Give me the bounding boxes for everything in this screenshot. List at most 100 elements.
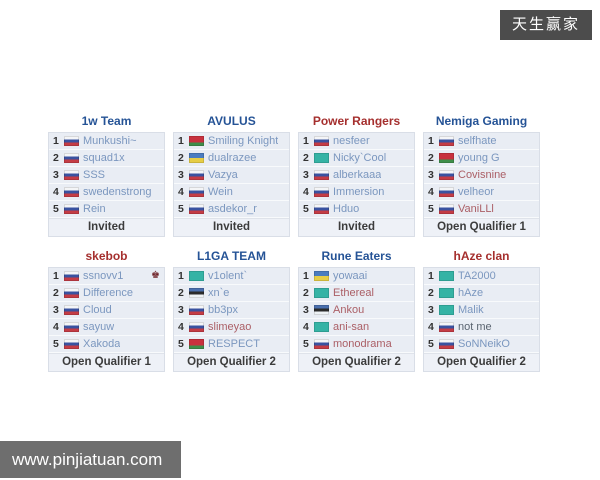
player-number: 3: [53, 169, 59, 181]
player-name-link[interactable]: v1olent`: [208, 270, 248, 282]
player-name-link[interactable]: Hduo: [333, 203, 360, 215]
player-name-link[interactable]: squad1x: [83, 152, 125, 164]
team-name-link[interactable]: skebob: [85, 249, 128, 263]
player-name-link[interactable]: hAze: [458, 287, 484, 299]
player-name-link[interactable]: Xakoda: [83, 338, 121, 350]
player-row: 1 ssnovv1 ♚: [49, 268, 164, 285]
team-name-link[interactable]: Power Rangers: [312, 114, 401, 128]
team-name-link[interactable]: Rune Eaters: [321, 249, 392, 263]
player-row: 2 Nicky`Cool: [299, 150, 414, 167]
player-number: 3: [178, 169, 184, 181]
player-name-link[interactable]: Vazya: [208, 169, 238, 181]
team-card-3: Power Rangers 1 nesfeer 2 Nicky`Cool 3 alberka…: [298, 112, 415, 237]
player-row: 3 Vazya: [174, 167, 289, 184]
ru-flag-icon: [64, 288, 79, 298]
team-card-8: hAze clan 1 TA2000 2 hAze 3 Malik 4 not me 5 SoNNe…: [423, 247, 540, 372]
player-row: 4 swedenstrong: [49, 184, 164, 201]
player-name-link[interactable]: sayuw: [83, 321, 115, 333]
ru-flag-icon: [189, 322, 204, 332]
teams-grid: 1w Team 1 Munkushi~ 2 squad1x 3 SSS 4 swedenstro…: [48, 112, 540, 372]
player-name-link[interactable]: Rein: [83, 203, 106, 215]
player-number: 1: [53, 135, 59, 147]
player-number: 1: [178, 270, 184, 282]
roster-table: 1 yowaai 2 Ethereal 3 Ankou 4 ani-san 5 monodrama…: [298, 267, 415, 372]
team-name-link[interactable]: Nemiga Gaming: [435, 114, 528, 128]
team-name-link[interactable]: 1w Team: [81, 114, 132, 128]
ru-flag-icon: [439, 339, 454, 349]
roster-table: 1 TA2000 2 hAze 3 Malik 4 not me 5 SoNNeikO Open Q…: [423, 267, 540, 372]
player-row: 1 yowaai: [299, 268, 414, 285]
player-name-link[interactable]: RESPECT: [208, 338, 260, 350]
player-number: 5: [53, 338, 59, 350]
player-name-link[interactable]: selfhate: [458, 135, 497, 147]
player-name-link[interactable]: Malik: [458, 304, 484, 316]
player-name-link[interactable]: ani-san: [333, 321, 370, 333]
player-name-link[interactable]: swedenstrong: [83, 186, 152, 198]
player-name-link[interactable]: slimeyao: [208, 321, 252, 333]
player-name-link[interactable]: bb3px: [208, 304, 238, 316]
player-row: 1 nesfeer: [299, 133, 414, 150]
player-name-link[interactable]: Immersion: [333, 186, 385, 198]
ua-flag-icon: [314, 271, 329, 281]
ru-flag-icon: [64, 187, 79, 197]
player-number: 5: [53, 203, 59, 215]
ru-flag-icon: [314, 204, 329, 214]
player-name-link[interactable]: yowaai: [333, 270, 368, 282]
ru-flag-icon: [314, 170, 329, 180]
team-card-1: 1w Team 1 Munkushi~ 2 squad1x 3 SSS 4 swedenstro…: [48, 112, 165, 237]
player-name-link[interactable]: Cloud: [83, 304, 112, 316]
player-name-link[interactable]: dualrazee: [208, 152, 257, 164]
player-name-link[interactable]: TA2000: [458, 270, 496, 282]
team-name-link[interactable]: AVULUS: [207, 114, 256, 128]
qualifier-status: Open Qualifier 1: [424, 218, 539, 236]
player-name-link[interactable]: nesfeer: [333, 135, 370, 147]
player-row: 5 Hduo: [299, 201, 414, 218]
kz-flag-icon: [314, 288, 329, 298]
player-row: 4 Immersion: [299, 184, 414, 201]
player-number: 4: [303, 321, 309, 333]
team-card-7: Rune Eaters 1 yowaai 2 Ethereal 3 Ankou 4 ani-sa…: [298, 247, 415, 372]
player-name-link[interactable]: Ankou: [333, 304, 365, 316]
player-row: 5 Xakoda: [49, 336, 164, 353]
qualifier-status: Invited: [49, 218, 164, 236]
player-name-link[interactable]: VaniLLl: [458, 203, 494, 215]
player-name-link[interactable]: Nicky`Cool: [333, 152, 387, 164]
player-name-link[interactable]: Difference: [83, 287, 133, 299]
player-number: 5: [428, 203, 434, 215]
player-name-link[interactable]: alberkaaa: [333, 169, 382, 181]
player-number: 3: [303, 304, 309, 316]
player-row: 5 asdekor_r: [174, 201, 289, 218]
player-number: 1: [178, 135, 184, 147]
player-number: 4: [178, 321, 184, 333]
roster-table: 1 v1olent` 2 xn`e 3 bb3px 4 slimeyao 5 RESPECT Ope…: [173, 267, 290, 372]
player-row: 1 selfhate: [424, 133, 539, 150]
player-row: 2 squad1x: [49, 150, 164, 167]
player-number: 2: [303, 152, 309, 164]
team-name-link[interactable]: hAze clan: [453, 249, 510, 263]
ru-flag-icon: [64, 305, 79, 315]
player-name-link[interactable]: asdekor_r: [208, 203, 257, 215]
player-name-link[interactable]: Munkushi~: [83, 135, 137, 147]
player-name-link[interactable]: young G: [458, 152, 500, 164]
team-name-link[interactable]: L1GA TEAM: [197, 249, 266, 263]
player-number: 4: [428, 321, 434, 333]
player-name-link[interactable]: ssnovv1: [83, 270, 124, 282]
kz-flag-icon: [314, 322, 329, 332]
player-name-link[interactable]: velheor: [458, 186, 495, 198]
player-name-link[interactable]: SSS: [83, 169, 106, 181]
player-name-link[interactable]: SoNNeikO: [458, 338, 510, 350]
player-number: 3: [428, 304, 434, 316]
kz-flag-icon: [439, 305, 454, 315]
player-name-link[interactable]: monodrama: [333, 338, 392, 350]
kz-flag-icon: [314, 153, 329, 163]
player-name-link[interactable]: Smiling Knight: [208, 135, 279, 147]
player-name-link[interactable]: Wein: [208, 186, 233, 198]
player-row: 5 monodrama: [299, 336, 414, 353]
player-name-link[interactable]: Ethereal: [333, 287, 374, 299]
team-card-4: Nemiga Gaming 1 selfhate 2 young G 3 Covisnine…: [423, 112, 540, 237]
player-name-link[interactable]: Covisnine: [458, 169, 507, 181]
ua-flag-icon: [189, 153, 204, 163]
player-name-link[interactable]: not me: [458, 321, 492, 333]
player-number: 1: [53, 270, 59, 282]
player-name-link[interactable]: xn`e: [208, 287, 230, 299]
